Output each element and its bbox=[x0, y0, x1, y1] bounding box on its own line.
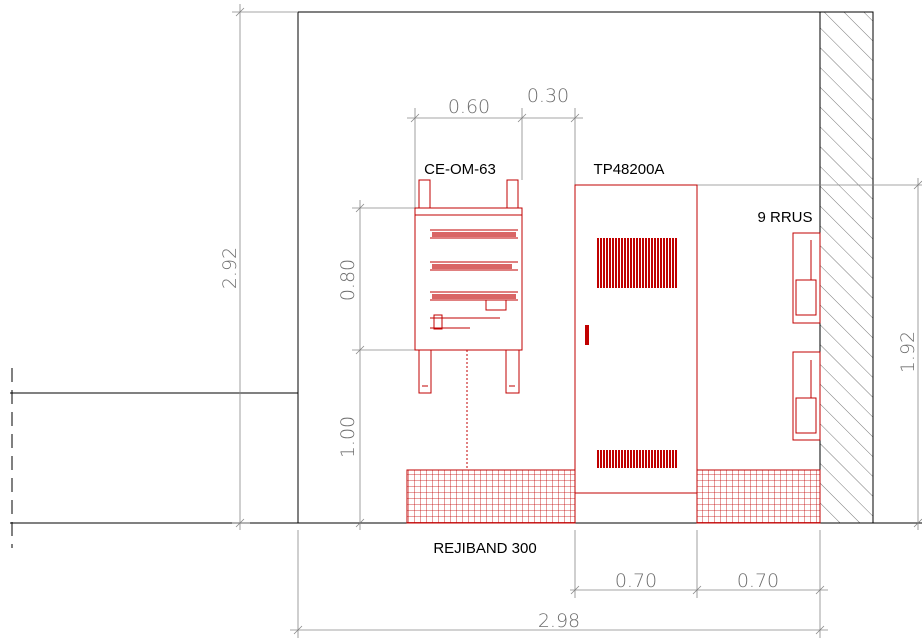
cable-tray bbox=[407, 350, 820, 523]
rrus-label: 9 RRUS bbox=[757, 209, 812, 226]
dimension-label: 0.70 bbox=[615, 570, 657, 592]
power-cabinet bbox=[575, 185, 697, 493]
dimension-label: 1.92 bbox=[897, 331, 919, 373]
cabinet-label: CE-OM-63 bbox=[424, 161, 496, 178]
dimension-label: 0.60 bbox=[448, 96, 490, 118]
dimension-label: 0.70 bbox=[737, 570, 779, 592]
room-outline bbox=[10, 12, 922, 548]
dimension-lines bbox=[232, 4, 922, 638]
dimension-label: 1.00 bbox=[337, 416, 359, 458]
dimension-label: 0.80 bbox=[337, 259, 359, 301]
dimension-label: 2.92 bbox=[219, 247, 241, 289]
rrus-units bbox=[793, 233, 820, 440]
drawing: CE-OM-63 TP48200A 9 RRUS REJIBAND 300 2.… bbox=[0, 0, 922, 644]
cable-tray-label: REJIBAND 300 bbox=[433, 540, 536, 557]
dimension-label: 2.98 bbox=[538, 610, 580, 632]
cabinet bbox=[415, 180, 522, 393]
dimension-label: 0.30 bbox=[527, 85, 569, 107]
power-cabinet-label: TP48200A bbox=[594, 161, 665, 178]
